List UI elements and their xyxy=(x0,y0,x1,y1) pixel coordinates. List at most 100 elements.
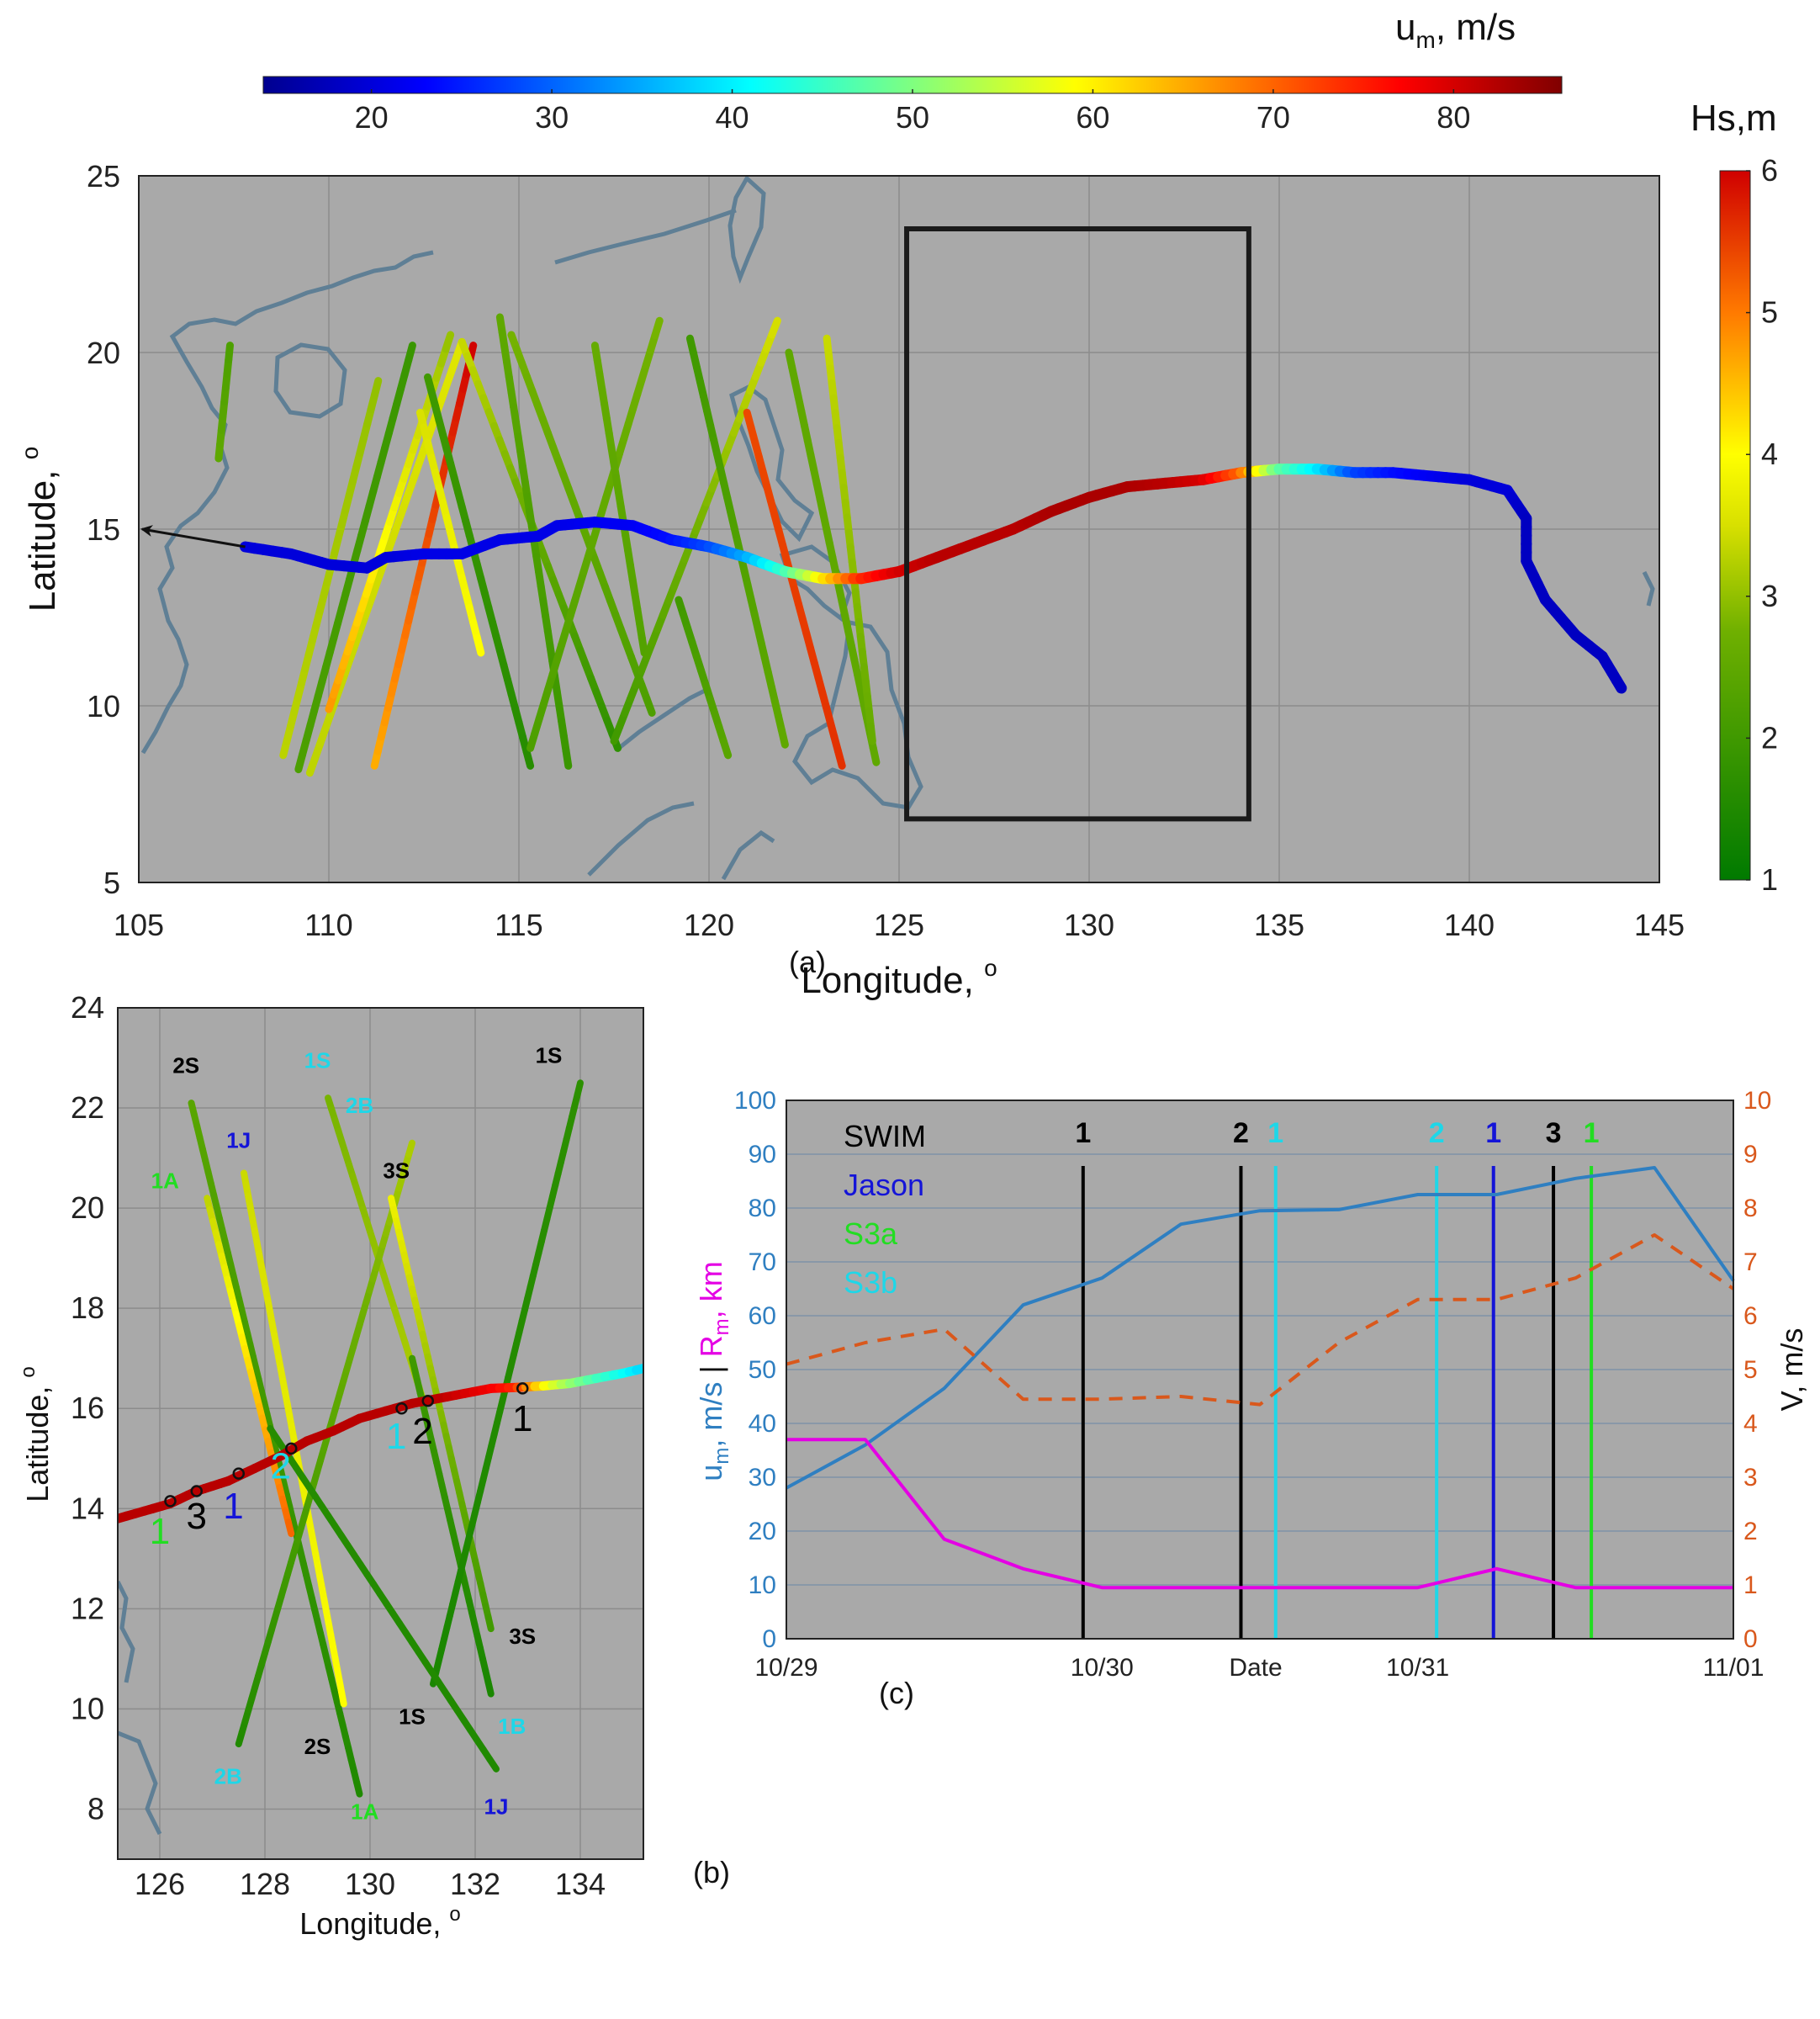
panel-a-altimeter-pass xyxy=(562,747,573,770)
um-colorbar-tick-label: 30 xyxy=(535,100,569,135)
um-colorbar-tick-label: 70 xyxy=(1257,100,1290,135)
panel-b-pass-label: 1A xyxy=(151,1168,179,1193)
coast-luzon xyxy=(729,384,815,543)
panel-c-overpass-label: 1 xyxy=(1584,1117,1600,1149)
panel-c-frame xyxy=(786,1100,1734,1640)
panel-b-overpass-number: 1 xyxy=(512,1398,532,1439)
panel-a-altimeter-pass xyxy=(442,331,455,353)
panel-b-ytick-label: 16 xyxy=(71,1391,104,1425)
panel-b-pass-label: 2S xyxy=(304,1734,331,1759)
panel-b-pass-label: 1S xyxy=(399,1704,426,1729)
panel-c-legend-entry: S3a xyxy=(844,1216,898,1251)
panel-b-xtick-label: 128 xyxy=(240,1867,290,1901)
panel-c-ytick-right-label: 5 xyxy=(1743,1356,1758,1384)
coast-palawan xyxy=(616,687,708,750)
panel-a-altimeter-pass xyxy=(869,744,881,766)
panel-b-ylabel: Latitude, o xyxy=(17,1366,55,1502)
coast-china xyxy=(554,208,737,265)
panel-b-xtick-label: 134 xyxy=(555,1867,606,1901)
panel-a-xtick-label: 130 xyxy=(1064,908,1114,942)
um-colorbar-title: um, m/s xyxy=(1395,7,1516,53)
panel-b-xtick-label: 126 xyxy=(135,1867,185,1901)
panel-c-xlabel: Date xyxy=(1229,1654,1282,1682)
panel-c-overpass-label: 2 xyxy=(1429,1117,1445,1149)
panel-a-xtick-label: 125 xyxy=(874,908,924,942)
panel-a-xtick-label: 105 xyxy=(114,908,164,942)
coast-taiwan xyxy=(727,176,766,284)
panel-b-ytick-label: 18 xyxy=(71,1290,104,1325)
coast-islet xyxy=(1642,570,1655,607)
panel-a-caption: (a) xyxy=(789,945,826,979)
panel-c-overpass-label: 1 xyxy=(1485,1117,1501,1149)
panel-c-ytick-right-label: 1 xyxy=(1743,1571,1758,1599)
panel-b-ytick-label: 24 xyxy=(71,990,104,1025)
panel-b-pass-label: 2S xyxy=(172,1052,199,1078)
panel-a-altimeter-pass xyxy=(522,747,535,770)
panel-b-overpass-marker xyxy=(190,1485,203,1497)
panel-c-ylabel-right: V, m/s xyxy=(1775,1328,1809,1412)
hs-colorbar-tick-label: 5 xyxy=(1761,295,1778,330)
panel-a-altimeter-pass xyxy=(473,633,485,657)
panel-c-ytick-right-label: 0 xyxy=(1743,1625,1758,1653)
panel-c-series-r-m xyxy=(786,1438,1733,1590)
hs-colorbar-tick-label: 3 xyxy=(1761,579,1778,613)
panel-c-ytick-left-label: 50 xyxy=(749,1356,776,1384)
panel-c-xtick-label: 10/30 xyxy=(1071,1654,1134,1682)
panel-b-ytick-label: 12 xyxy=(71,1591,104,1625)
panel-b-xtick-label: 132 xyxy=(450,1867,500,1901)
panel-b-overpass-marker xyxy=(232,1467,245,1480)
panel-b-overpass-number: 2 xyxy=(271,1446,291,1487)
panel-a-xtick-label: 120 xyxy=(684,908,734,942)
panel-a-ytick-label: 15 xyxy=(87,512,120,547)
panel-c-ytick-left-label: 10 xyxy=(749,1571,776,1599)
panel-c-legend-entry: S3b xyxy=(844,1265,897,1300)
um-colorbar-tick-label: 60 xyxy=(1076,100,1109,135)
panel-c-ytick-right-label: 3 xyxy=(1743,1464,1758,1492)
panel-b-pass-label: 2B xyxy=(214,1764,242,1789)
panel-c-ytick-right-label: 7 xyxy=(1743,1248,1758,1276)
panel-a-ytick-label: 25 xyxy=(87,159,120,193)
panel-b-ytick-label: 8 xyxy=(87,1791,104,1826)
panel-c-caption: (c) xyxy=(879,1676,914,1710)
panel-b-altimeter-pass xyxy=(353,1778,363,1798)
um-colorbar-tick-label: 80 xyxy=(1436,100,1470,135)
panel-b-overpass-number: 1 xyxy=(150,1511,170,1552)
panel-c-overpass-label: 2 xyxy=(1233,1117,1249,1149)
panel-b-overpass-number: 1 xyxy=(386,1416,406,1457)
panel-b-altimeter-pass xyxy=(484,1678,495,1698)
um-colorbar-tick-label: 50 xyxy=(896,100,929,135)
um-colorbar-tick-label: 20 xyxy=(355,100,389,135)
panel-a-xtick-label: 135 xyxy=(1254,908,1304,942)
panel-b-frame xyxy=(117,1007,644,1860)
panel-c-ytick-left-label: 100 xyxy=(734,1087,776,1115)
panel-b-pass-label: 3S xyxy=(509,1624,536,1649)
panel-b-altimeter-pass xyxy=(284,1518,295,1538)
panel-c-overpass-label: 3 xyxy=(1546,1117,1562,1149)
panel-a-zoom-box xyxy=(904,226,1251,822)
panel-b-pass-label: 3S xyxy=(383,1158,410,1183)
track-direction-arrow xyxy=(140,525,246,548)
panel-c-ytick-right-label: 10 xyxy=(1743,1087,1771,1115)
panel-c-ytick-left-label: 20 xyxy=(749,1518,776,1545)
panel-b-overpass-marker xyxy=(421,1395,434,1407)
panel-b-altimeter-pass xyxy=(338,1688,347,1708)
panel-a-altimeter-pass xyxy=(651,316,664,340)
panel-a-xtick-label: 145 xyxy=(1634,908,1685,942)
panel-c-xtick-label: 10/29 xyxy=(754,1654,817,1682)
coast-sulawesi xyxy=(721,829,775,881)
hs-colorbar-tick-label: 4 xyxy=(1761,437,1778,471)
panel-a-altimeter-pass xyxy=(405,342,416,364)
panel-b-ytick-label: 22 xyxy=(71,1090,104,1125)
hs-colorbar-gradient xyxy=(1719,170,1751,881)
hs-colorbar-title: Hs,m xyxy=(1690,98,1777,139)
panel-b-overpass-marker xyxy=(395,1402,408,1415)
panel-a-altimeter-pass xyxy=(643,695,656,717)
um-colorbar-tick-label: 40 xyxy=(716,100,749,135)
panel-a-ytick-label: 10 xyxy=(87,689,120,723)
panel-c-ytick-left-label: 30 xyxy=(749,1464,776,1492)
panel-a-altimeter-pass xyxy=(719,737,733,760)
panel-b-pass-label: 1J xyxy=(484,1794,509,1819)
panel-b-altimeter-pass xyxy=(405,1139,415,1158)
panel-c-xtick-label: 11/01 xyxy=(1703,1654,1764,1682)
